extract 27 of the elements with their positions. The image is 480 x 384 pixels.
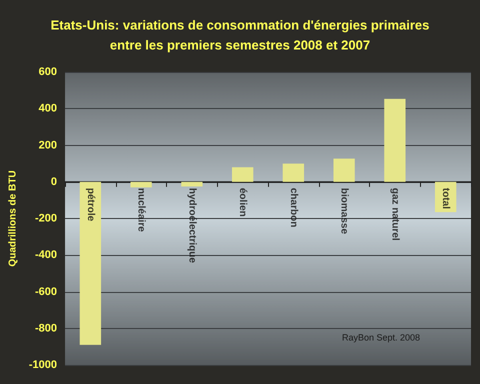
bar xyxy=(333,158,355,182)
y-tick-label: 0 xyxy=(50,176,58,188)
x-tick-label: total xyxy=(440,188,452,210)
annotation: RayBon Sept. 2008 xyxy=(342,332,420,342)
y-tick-label: -600 xyxy=(35,286,58,298)
y-tick-label: -200 xyxy=(35,212,58,224)
bar xyxy=(232,167,254,182)
chart-title: Etats-Unis: variations de consommation d'énergies primaires entre les premiers semestres 2008 et 2007 xyxy=(50,18,430,52)
y-tick-label: -400 xyxy=(35,249,58,262)
y-tick-label: 200 xyxy=(38,139,58,152)
y-tick-label: 600 xyxy=(38,66,58,78)
bar xyxy=(80,182,102,345)
bar xyxy=(181,182,203,186)
x-tick-label: charbon xyxy=(288,188,299,228)
x-tick-label: biomasse xyxy=(338,188,350,234)
x-tick-label: hydroélectrique xyxy=(186,188,198,264)
bar xyxy=(384,98,406,182)
x-tick-label: gaz naturel xyxy=(389,188,400,241)
y-tick-label: 400 xyxy=(38,102,58,115)
bar xyxy=(282,164,304,182)
x-tick-label: éolien xyxy=(237,188,248,217)
y-axis-title: Quadrillions de BTU xyxy=(8,170,18,267)
x-tick-label: nucléaire xyxy=(136,188,147,232)
y-tick-label: -800 xyxy=(35,322,58,334)
y-tick-label: -1000 xyxy=(28,359,58,371)
bar xyxy=(130,182,152,188)
x-tick-label: pétrole xyxy=(84,188,96,222)
